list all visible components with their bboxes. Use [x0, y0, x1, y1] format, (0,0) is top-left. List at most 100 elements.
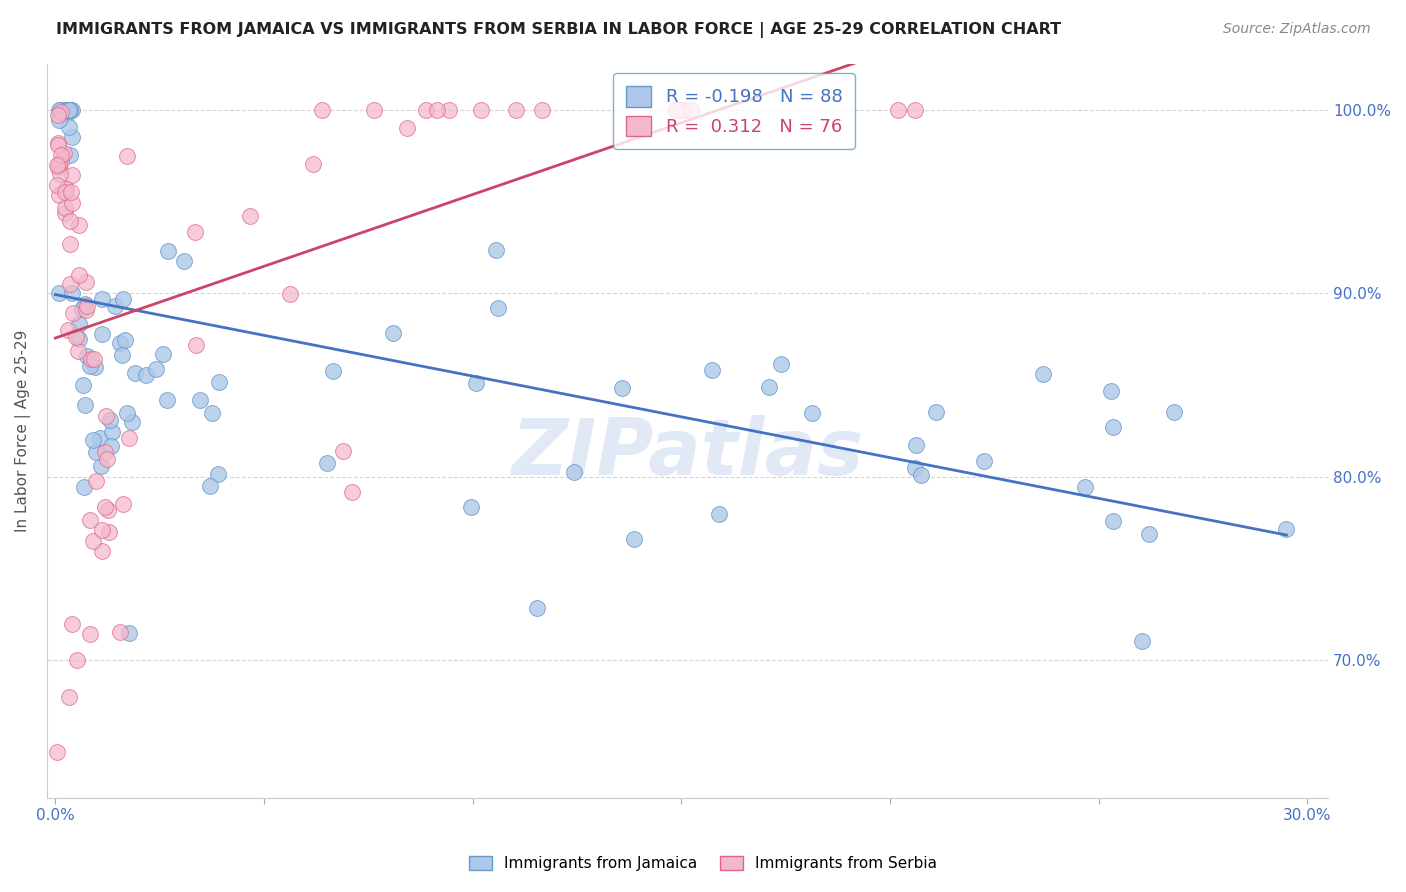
Point [56, 103, 79, 117]
Point [48, 286, 70, 301]
Point [59, 103, 82, 117]
Point [973, 454, 995, 468]
Legend: R = -0.198   N = 88, R =  0.312   N = 76: R = -0.198 N = 88, R = 0.312 N = 76 [613, 73, 855, 149]
Point [208, 376, 231, 390]
Point [415, 103, 437, 117]
Point [46, 161, 69, 175]
Point [758, 380, 780, 394]
Point [53, 201, 76, 215]
Point [97, 503, 120, 517]
Point [62, 103, 84, 117]
Point [623, 532, 645, 546]
Point [135, 368, 157, 382]
Point [101, 425, 124, 439]
Point [114, 334, 136, 348]
Point [90, 523, 112, 537]
Point [56, 105, 79, 120]
Point [672, 103, 695, 117]
Point [60, 130, 83, 145]
Point [59, 147, 82, 161]
Point [121, 415, 143, 429]
Point [460, 500, 482, 514]
Point [485, 243, 508, 257]
Point [45, 157, 67, 171]
Point [904, 461, 927, 475]
Point [75, 275, 97, 289]
Point [1032, 368, 1054, 382]
Point [73, 480, 96, 494]
Point [89, 431, 111, 445]
Point [97, 525, 120, 540]
Point [55, 103, 77, 117]
Point [669, 103, 692, 117]
Point [67, 343, 90, 358]
Point [315, 456, 337, 470]
Point [769, 357, 792, 371]
Point [94, 500, 117, 515]
Text: IMMIGRANTS FROM JAMAICA VS IMMIGRANTS FROM SERBIA IN LABOR FORCE | AGE 25-29 COR: IMMIGRANTS FROM JAMAICA VS IMMIGRANTS FR… [56, 22, 1062, 38]
Point [100, 439, 122, 453]
Point [437, 103, 460, 117]
Point [1163, 405, 1185, 419]
Point [505, 103, 527, 117]
Point [1102, 420, 1125, 434]
Point [152, 347, 174, 361]
Point [69, 317, 91, 331]
Point [124, 366, 146, 380]
Point [59, 236, 82, 251]
Point [67, 218, 90, 232]
Point [48, 157, 70, 171]
Point [46, 138, 69, 153]
Point [886, 103, 908, 117]
Point [278, 287, 301, 301]
Point [302, 157, 325, 171]
Point [94, 445, 117, 459]
Point [46, 108, 69, 122]
Point [112, 497, 135, 511]
Point [111, 348, 134, 362]
Point [79, 351, 101, 366]
Point [707, 507, 730, 521]
Point [79, 513, 101, 527]
Point [82, 534, 104, 549]
Point [564, 466, 586, 480]
Point [340, 485, 363, 500]
Point [311, 103, 333, 117]
Point [48, 167, 70, 181]
Point [464, 376, 486, 390]
Point [55, 103, 77, 117]
Point [72, 377, 94, 392]
Point [1130, 633, 1153, 648]
Point [49, 155, 72, 169]
Point [322, 364, 344, 378]
Point [332, 443, 354, 458]
Point [117, 626, 139, 640]
Point [49, 148, 72, 162]
Point [157, 244, 180, 258]
Point [239, 209, 262, 223]
Point [84, 474, 107, 488]
Point [56, 103, 79, 117]
Point [1099, 384, 1122, 399]
Point [96, 451, 118, 466]
Point [83, 359, 105, 374]
Point [486, 301, 509, 316]
Text: Source: ZipAtlas.com: Source: ZipAtlas.com [1223, 22, 1371, 37]
Point [104, 299, 127, 313]
Point [363, 103, 385, 117]
Point [59, 185, 82, 199]
Point [665, 103, 688, 117]
Point [48, 188, 70, 202]
Point [381, 326, 404, 340]
Point [60, 616, 83, 631]
Point [45, 745, 67, 759]
Point [59, 277, 82, 291]
Point [75, 303, 97, 318]
Point [58, 690, 80, 705]
Point [426, 103, 449, 117]
Point [115, 406, 138, 420]
Point [90, 544, 112, 558]
Point [910, 468, 932, 483]
Point [62, 305, 84, 319]
Point [55, 206, 77, 220]
